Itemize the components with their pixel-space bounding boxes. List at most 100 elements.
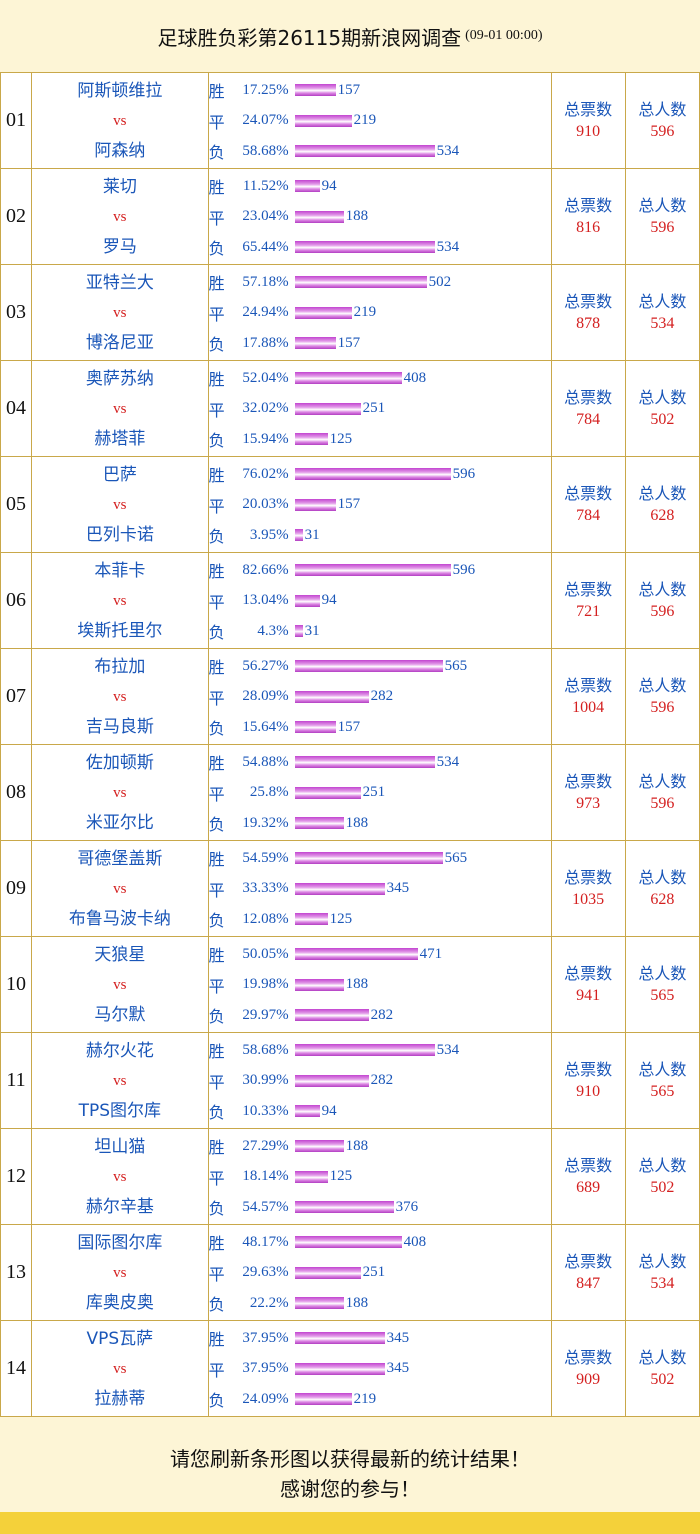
total-people-value: 565 (650, 1082, 675, 1100)
vote-bar-win (294, 660, 443, 672)
home-team[interactable]: 阿斯顿维拉 (77, 80, 163, 101)
odds-percent-win: 50.05% (242, 945, 289, 962)
vote-bar-win (294, 372, 402, 384)
away-team[interactable]: 库奥皮奥 (85, 1292, 154, 1313)
odds-label-loss: 负 (208, 239, 225, 258)
home-team[interactable]: 莱切 (102, 176, 137, 197)
home-team[interactable]: 哥德堡盖斯 (77, 848, 163, 869)
vote-bar-loss (294, 241, 435, 253)
odds-row-draw: 平 29.63% 251 (209, 1257, 551, 1288)
away-team[interactable]: 拉赫蒂 (94, 1388, 146, 1409)
vote-count-loss: 282 (370, 1006, 394, 1023)
total-votes-label: 总票数 (564, 1251, 613, 1271)
total-votes-label: 总票数 (564, 99, 613, 119)
vs-label: vs (113, 400, 127, 417)
odds-percent-win: 82.66% (242, 561, 289, 578)
match-teams: 本菲卡 vs 埃斯托里尔 (31, 552, 209, 649)
odds-row-draw: 平 24.07% 219 (209, 105, 551, 136)
home-team[interactable]: 巴萨 (102, 464, 137, 485)
vote-count-draw: 188 (345, 208, 369, 224)
odds-row-draw: 平 28.09% 282 (209, 681, 551, 712)
vote-distribution: 胜 82.66% 596 平 13.04% 94 负 4.3% 31 (207, 552, 552, 649)
vote-bar-win (294, 852, 443, 864)
home-team[interactable]: 本菲卡 (94, 560, 146, 581)
vote-bar-win (294, 948, 418, 960)
vs-label: vs (113, 784, 127, 801)
total-people-cell: 总人数 534 (624, 264, 700, 361)
home-team[interactable]: 赫尔火花 (85, 1040, 154, 1061)
total-people-value: 628 (650, 506, 675, 524)
odds-row-loss: 负 3.95% 31 (209, 520, 551, 551)
home-team[interactable]: VPS瓦萨 (86, 1328, 154, 1349)
total-people-label: 总人数 (638, 1347, 687, 1367)
away-team[interactable]: 博洛尼亚 (85, 332, 154, 353)
total-people-label: 总人数 (638, 483, 687, 503)
match-teams: 哥德堡盖斯 vs 布鲁马波卡纳 (31, 840, 209, 937)
home-team[interactable]: 佐加顿斯 (85, 752, 154, 773)
vote-count-win: 565 (444, 849, 468, 866)
home-team[interactable]: 奥萨苏纳 (85, 368, 154, 389)
odds-label-loss: 负 (208, 1199, 225, 1218)
vote-count-loss: 534 (436, 142, 460, 159)
match-teams: 布拉加 vs 吉马良斯 (31, 648, 209, 745)
home-team[interactable]: 亚特兰大 (85, 272, 154, 293)
odds-label-win: 胜 (208, 658, 225, 677)
match-number: 09 (0, 840, 33, 937)
total-votes-value: 910 (576, 122, 601, 140)
match-teams: 奥萨苏纳 vs 赫塔菲 (31, 360, 209, 457)
home-team[interactable]: 布拉加 (94, 656, 146, 677)
odds-label-draw: 平 (208, 880, 225, 900)
home-team[interactable]: 天狼星 (94, 944, 146, 965)
away-team[interactable]: 赫尔辛基 (85, 1196, 154, 1217)
match-row: 03 亚特兰大 vs 博洛尼亚 胜 57.18% 502 平 24.94% 219 负 17.88% 1… (0, 264, 700, 361)
away-team[interactable]: TPS图尔库 (78, 1100, 162, 1121)
odds-percent-loss: 58.68% (242, 142, 289, 159)
vote-count-draw: 251 (362, 1264, 386, 1280)
vote-bar-loss (294, 1201, 394, 1213)
odds-percent-win: 58.68% (242, 1041, 289, 1058)
odds-row-win: 胜 50.05% 471 (209, 939, 551, 970)
total-people-value: 534 (650, 1274, 675, 1292)
vote-bar-draw (294, 306, 352, 319)
total-people-cell: 总人数 565 (624, 1032, 700, 1129)
odds-percent-draw: 37.95% (242, 1360, 289, 1376)
home-team[interactable]: 国际图尔库 (77, 1232, 163, 1253)
match-number: 13 (0, 1224, 33, 1321)
away-team[interactable]: 阿森纳 (94, 140, 146, 161)
total-votes-value: 816 (576, 218, 601, 236)
total-votes-label: 总票数 (564, 1059, 613, 1079)
away-team[interactable]: 吉马良斯 (85, 716, 154, 737)
odds-label-loss: 负 (208, 623, 225, 642)
total-people-label: 总人数 (638, 867, 687, 887)
total-votes-label: 总票数 (564, 387, 613, 407)
away-team[interactable]: 马尔默 (94, 1004, 146, 1025)
footer-refresh-note: 请您刷新条形图以获得最新的统计结果！ (170, 1447, 530, 1471)
total-votes-value: 784 (576, 506, 601, 524)
away-team[interactable]: 赫塔菲 (94, 428, 146, 449)
odds-row-loss: 负 29.97% 282 (209, 1000, 551, 1031)
away-team[interactable]: 埃斯托里尔 (77, 620, 163, 641)
page-title: 足球胜负彩第26115期新浪网调查 (157, 25, 462, 50)
odds-percent-draw: 28.09% (242, 688, 289, 704)
vote-bar-loss (294, 625, 303, 637)
odds-row-win: 胜 37.95% 345 (209, 1323, 551, 1354)
away-team[interactable]: 布鲁马波卡纳 (68, 908, 171, 929)
odds-percent-win: 11.52% (242, 177, 289, 194)
odds-label-win: 胜 (208, 850, 225, 869)
vs-label: vs (113, 1360, 127, 1377)
away-team[interactable]: 米亚尔比 (85, 812, 154, 833)
vs-label: vs (113, 1072, 127, 1089)
match-number: 08 (0, 744, 33, 841)
home-team[interactable]: 坦山猫 (94, 1136, 146, 1157)
total-people-cell: 总人数 596 (624, 648, 700, 745)
away-team[interactable]: 罗马 (102, 236, 137, 257)
match-teams: 天狼星 vs 马尔默 (31, 936, 209, 1033)
vote-bar-draw (294, 594, 320, 607)
vote-bar-win (294, 468, 451, 480)
odds-row-win: 胜 56.27% 565 (209, 651, 551, 682)
odds-row-draw: 平 18.14% 125 (209, 1161, 551, 1192)
vote-bar-loss (294, 817, 344, 829)
total-votes-cell: 总票数 784 (550, 456, 626, 553)
odds-percent-draw: 32.02% (242, 400, 289, 416)
away-team[interactable]: 巴列卡诺 (85, 524, 154, 545)
